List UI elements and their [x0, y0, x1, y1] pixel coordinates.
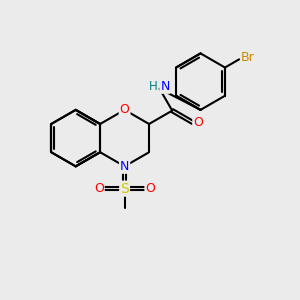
Text: N: N — [160, 80, 170, 93]
Text: O: O — [193, 116, 203, 129]
Text: O: O — [146, 182, 155, 195]
Text: N: N — [120, 160, 129, 173]
Text: O: O — [94, 182, 104, 195]
Text: Br: Br — [241, 51, 255, 64]
Text: O: O — [120, 103, 130, 116]
Text: H: H — [149, 80, 158, 93]
Text: S: S — [120, 182, 129, 196]
